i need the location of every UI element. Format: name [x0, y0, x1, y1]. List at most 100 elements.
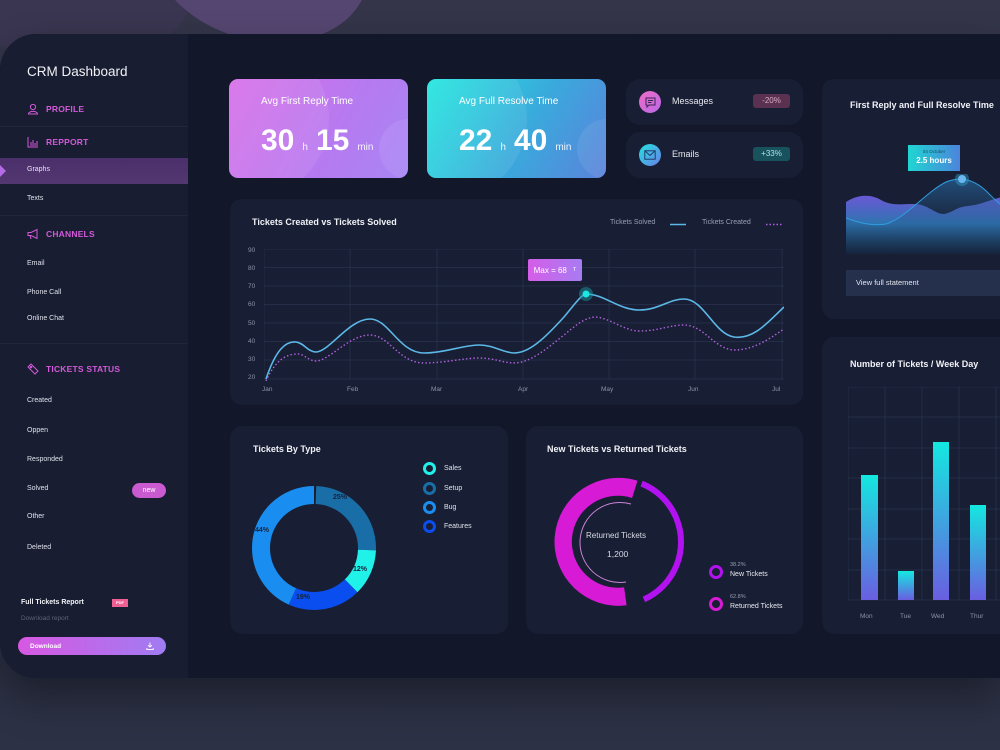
resolve-time-card: First Reply and Full Resolve Time 04 Oct…	[822, 79, 1000, 319]
y-tick: 80	[248, 265, 256, 272]
mail-icon	[639, 144, 661, 166]
type-donut-chart	[252, 486, 376, 610]
legend-dot-bug	[423, 501, 436, 514]
card-title: New Tickets vs Returned Tickets	[547, 444, 687, 454]
divider	[0, 343, 188, 344]
report-subtitle: Download report	[21, 615, 69, 622]
kpi-card-first-reply[interactable]: Avg First Reply Time 30 h 15 min	[229, 79, 408, 178]
legend-solved: Tickets Solved	[610, 219, 656, 226]
view-statement-link[interactable]: View full statement	[846, 270, 1000, 296]
y-tick: 30	[248, 356, 256, 363]
x-tick: Jun	[688, 386, 699, 393]
change-badge: -20%	[753, 94, 790, 108]
card-title: Tickets By Type	[253, 444, 321, 454]
decor-circle	[379, 119, 408, 178]
y-tick: 40	[248, 338, 256, 345]
legend-dot-sales	[423, 462, 436, 475]
report-title: Full Tickets Report	[21, 599, 84, 606]
solid-line-legend-icon	[670, 223, 686, 226]
legend-label: Returned Tickets	[730, 603, 783, 610]
dotted-line-legend-icon	[766, 223, 782, 226]
card-title: Tickets Created vs Tickets Solved	[252, 217, 397, 227]
legend-label: New Tickets	[730, 571, 768, 578]
sidebar-item-other[interactable]: Other	[27, 513, 45, 520]
tooltip-value: 2.5 hours	[916, 156, 952, 165]
download-button[interactable]: Download	[18, 637, 166, 655]
sidebar-item-texts[interactable]: Texts	[27, 195, 44, 202]
weekday-bar-chart-card: Number of Tickets / Week Day Mon Tue Wed…	[822, 337, 1000, 634]
sidebar-item-oppen[interactable]: Oppen	[27, 427, 49, 434]
x-tick: Jan	[262, 386, 273, 393]
change-badge: +33%	[753, 147, 790, 161]
decor-circle	[229, 79, 329, 178]
legend-dot-returned	[709, 597, 723, 611]
center-label: Returned Tickets	[586, 531, 647, 540]
stat-card-emails[interactable]: Emails +33%	[626, 132, 803, 178]
sidebar-item-email[interactable]: Email	[27, 260, 45, 267]
sidebar-section-tickets-status[interactable]: TICKETS STATUS	[27, 363, 120, 375]
new-badge: new	[132, 483, 166, 498]
y-tick: 90	[248, 247, 256, 254]
slice-label: 25%	[333, 494, 348, 501]
kpi-value: 22 h 40 min	[459, 124, 572, 157]
sidebar-section-channels[interactable]: CHANNELS	[27, 228, 95, 240]
kpi-label: Avg First Reply Time	[261, 96, 354, 107]
app-title: CRM Dashboard	[27, 64, 128, 79]
line-chart-plot	[264, 249, 784, 381]
new-vs-returned-card: New Tickets vs Returned Tickets Returned…	[526, 426, 803, 634]
y-tick: 20	[248, 374, 256, 381]
card-title: First Reply and Full Resolve Time	[850, 100, 994, 110]
max-tooltip: Max = 68 T	[528, 259, 582, 281]
legend-dot-setup	[423, 482, 436, 495]
sidebar-section-report[interactable]: REPPORT	[27, 136, 89, 148]
sidebar: CRM Dashboard PROFILE REPPORT Graphs Tex…	[0, 34, 188, 678]
sidebar-item-graphs[interactable]: Graphs	[0, 158, 188, 184]
slice-label: 44%	[255, 527, 270, 534]
y-tick: 60	[248, 301, 256, 308]
ticket-icon	[27, 363, 39, 375]
tooltip-date: 04 October	[922, 149, 946, 154]
x-tick: Mar	[431, 386, 443, 393]
sidebar-item-responded[interactable]: Responded	[27, 456, 63, 463]
pdf-badge: PDF	[112, 599, 128, 607]
kpi-card-full-resolve[interactable]: Avg Full Resolve Time 22 h 40 min	[427, 79, 606, 178]
weekday-bar-plot	[848, 387, 1000, 601]
tickets-line-chart-card: Tickets Created vs Tickets Solved Ticket…	[230, 199, 803, 405]
new-vs-returned-donut	[552, 476, 684, 608]
megaphone-icon	[27, 228, 38, 240]
card-title: Number of Tickets / Week Day	[850, 359, 979, 369]
y-tick: 50	[248, 320, 256, 327]
sidebar-item-solved[interactable]: Solved	[27, 485, 49, 492]
decor-circle	[427, 79, 527, 178]
slice-label: 19%	[296, 594, 311, 601]
active-indicator	[0, 165, 6, 177]
sidebar-item-phone-call[interactable]: Phone Call	[27, 289, 62, 296]
legend-created: Tickets Created	[702, 219, 751, 226]
sidebar-section-profile[interactable]: PROFILE	[27, 103, 84, 115]
resolve-tooltip: 04 October 2.5 hours	[908, 145, 960, 171]
message-icon	[639, 91, 661, 113]
x-tick: Thur	[970, 613, 984, 620]
x-tick: Mon	[860, 613, 873, 620]
kpi-label: Avg Full Resolve Time	[459, 96, 559, 107]
x-tick: Jul	[772, 386, 781, 393]
sidebar-item-online-chat[interactable]: Online Chat	[27, 315, 64, 322]
legend-pct: 62.8%	[730, 594, 746, 600]
slice-label: 12%	[353, 566, 368, 573]
legend-label: Bug	[444, 504, 457, 511]
x-tick: May	[601, 386, 614, 393]
x-tick: Tue	[900, 613, 911, 620]
dashboard-window: CRM Dashboard PROFILE REPPORT Graphs Tex…	[0, 34, 1000, 678]
stat-card-messages[interactable]: Messages -20%	[626, 79, 803, 125]
x-tick: Wed	[931, 613, 945, 620]
bar-chart-icon	[27, 137, 38, 148]
decor-circle	[577, 119, 606, 178]
center-value: 1,200	[607, 549, 629, 559]
legend-dot-features	[423, 520, 436, 533]
sidebar-item-deleted[interactable]: Deleted	[27, 544, 52, 551]
legend-dot-new	[709, 565, 723, 579]
sidebar-item-created[interactable]: Created	[27, 397, 52, 404]
kpi-value: 30 h 15 min	[261, 124, 374, 157]
legend-label: Features	[444, 523, 472, 530]
legend-pct: 38.2%	[730, 562, 746, 568]
